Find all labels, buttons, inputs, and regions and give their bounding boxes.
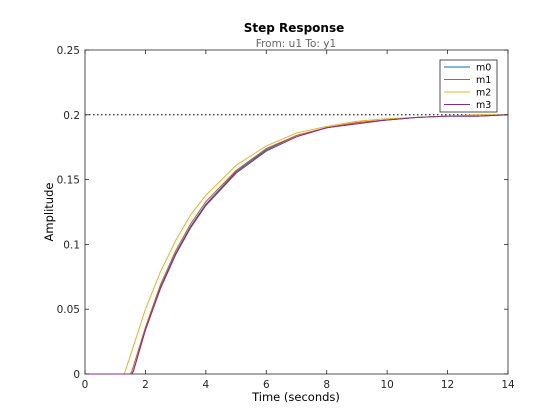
x-tick-label: 0	[82, 379, 89, 391]
legend-label-m1: m1	[476, 75, 491, 86]
x-tick-label: 12	[441, 379, 454, 391]
x-tick-label: 2	[142, 379, 149, 391]
axes-box	[84, 49, 509, 375]
series-group	[85, 114, 509, 375]
y-axis-ticks: 0 0.05 0.1 0.15 0.2 0.25	[57, 45, 508, 381]
legend-box	[439, 59, 498, 113]
chart-title: Step Response	[244, 21, 344, 35]
legend-label-m0: m0	[476, 63, 491, 74]
x-tick-label: 8	[323, 379, 330, 391]
y-tick-label: 0.2	[63, 110, 80, 122]
legend-label-m3: m3	[476, 100, 491, 111]
x-tick-label: 10	[380, 379, 393, 391]
y-tick-label: 0.1	[63, 239, 80, 251]
x-axis-label: Time (seconds)	[251, 390, 340, 404]
y-tick-label: 0.05	[57, 304, 80, 316]
y-tick-label: 0.15	[57, 175, 80, 187]
plot-area: 0 2 4 6 8 10 12 14 0 0.05 0.1 0.15 0.2 0.25	[57, 45, 515, 391]
y-axis-label: Amplitude	[42, 183, 56, 242]
y-tick-label: 0	[73, 369, 80, 381]
x-axis-ticks: 0 2 4 6 8 10 12 14	[82, 50, 515, 391]
x-tick-label: 14	[501, 379, 515, 391]
x-tick-label: 4	[203, 379, 210, 391]
chart-subtitle: From: u1 To: y1	[256, 38, 336, 50]
legend-label-m2: m2	[476, 88, 491, 99]
y-tick-label: 0.25	[57, 45, 80, 57]
series-line-m3	[85, 114, 509, 375]
x-tick-label: 6	[263, 379, 270, 391]
